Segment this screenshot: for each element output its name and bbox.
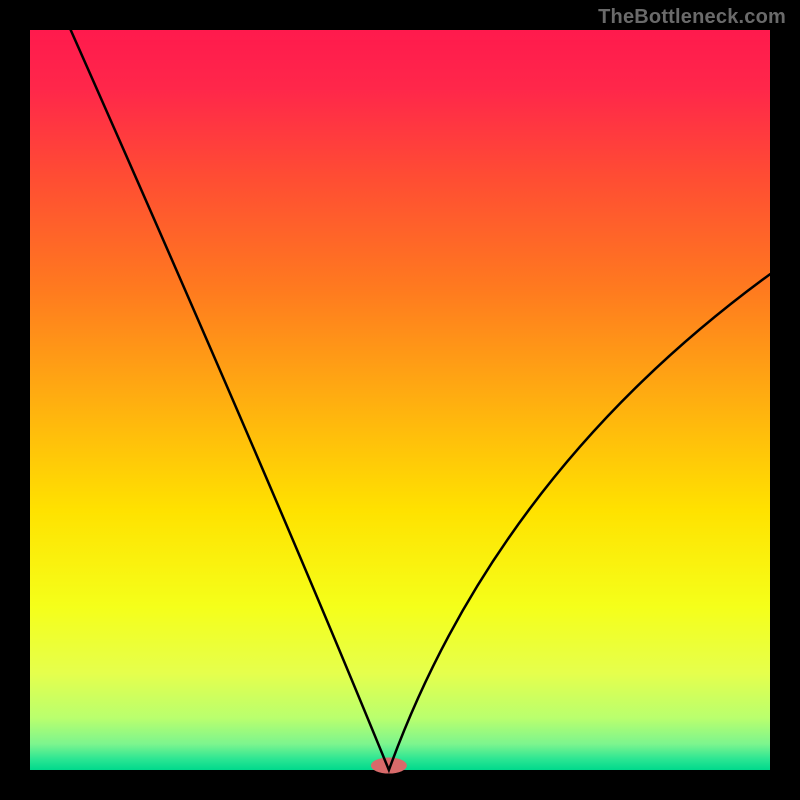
watermark-text: TheBottleneck.com xyxy=(598,6,786,29)
chart-container: TheBottleneck.com xyxy=(0,0,800,800)
plot-background xyxy=(30,30,770,770)
chart-svg xyxy=(0,0,800,800)
